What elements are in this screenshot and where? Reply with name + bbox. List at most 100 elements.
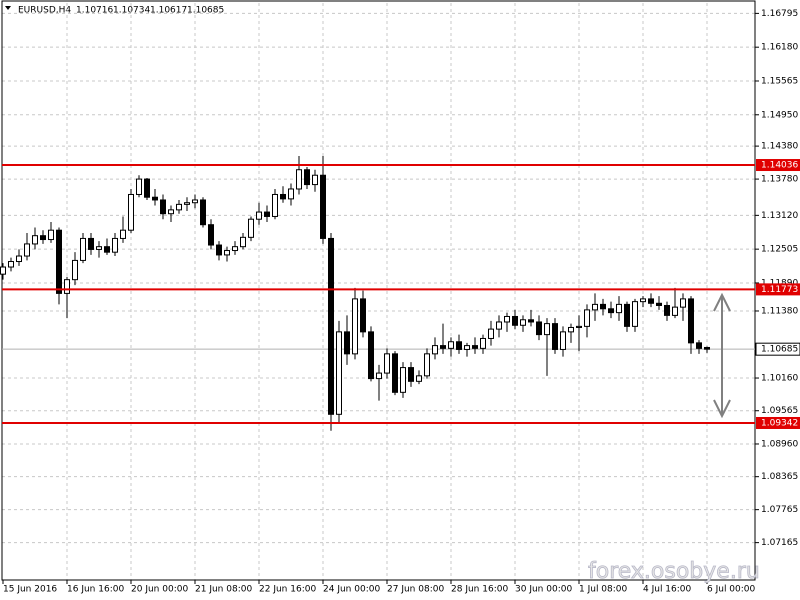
watermark: forex.osobye.ru bbox=[588, 559, 760, 584]
plot-frame bbox=[1, 0, 756, 581]
candle-body bbox=[376, 372, 382, 380]
y-tick-label: 1.07765 bbox=[761, 505, 798, 515]
header-close: 1.10685 bbox=[187, 6, 224, 16]
candle-body bbox=[440, 345, 446, 349]
candle-body bbox=[56, 229, 62, 294]
y-tick-label: 1.14950 bbox=[761, 110, 798, 120]
x-tick-label: 1 Jul 08:00 bbox=[579, 585, 628, 595]
candle-body bbox=[464, 345, 470, 350]
candle-body bbox=[384, 353, 390, 374]
range-arrow-head bbox=[713, 292, 731, 312]
x-tick-label: 15 Jun 2016 bbox=[3, 585, 57, 595]
candle-body bbox=[552, 323, 558, 350]
candle-body bbox=[16, 255, 22, 263]
y-tick-label: 1.13780 bbox=[761, 175, 798, 185]
candle-body bbox=[672, 306, 678, 316]
y-tick-label: 1.08960 bbox=[761, 439, 798, 449]
candle-body bbox=[472, 345, 478, 349]
candle-body bbox=[136, 178, 142, 195]
range-arrow-head bbox=[713, 399, 731, 419]
candle-body bbox=[600, 303, 606, 310]
y-tick-label: 1.14380 bbox=[761, 142, 798, 152]
level-label-box bbox=[756, 416, 800, 429]
candle-body bbox=[544, 323, 550, 336]
candle-body bbox=[512, 315, 518, 326]
candle-body bbox=[176, 203, 182, 211]
candle-body bbox=[192, 199, 198, 204]
candle-body bbox=[456, 341, 462, 350]
candle-body bbox=[392, 353, 398, 393]
x-tick-label: 30 Jun 00:00 bbox=[515, 585, 572, 595]
candle-body bbox=[520, 319, 526, 326]
candle-body bbox=[408, 367, 414, 382]
x-tick-label: 24 Jun 00:00 bbox=[323, 585, 380, 595]
candle-body bbox=[232, 246, 238, 252]
candle-body bbox=[424, 353, 430, 377]
candle-body bbox=[24, 243, 30, 257]
candle-body bbox=[304, 169, 310, 186]
candle-body bbox=[256, 211, 262, 220]
candle-body bbox=[80, 237, 86, 261]
candle-body bbox=[208, 224, 214, 246]
candle-body bbox=[696, 342, 702, 349]
candle-body bbox=[608, 308, 614, 314]
candle-body bbox=[320, 174, 326, 239]
header-open: 1.10716 bbox=[76, 6, 113, 16]
y-tick-label: 1.11380 bbox=[761, 306, 798, 316]
candle-body bbox=[680, 298, 686, 308]
candle-body bbox=[280, 193, 286, 200]
candle-body bbox=[352, 298, 358, 355]
candle-body bbox=[32, 235, 38, 245]
candle-body bbox=[64, 279, 70, 294]
candle-body bbox=[216, 244, 222, 256]
header-low: 1.10617 bbox=[150, 6, 187, 16]
candle-body bbox=[368, 331, 374, 380]
candle-body bbox=[0, 266, 6, 275]
candle-body bbox=[248, 218, 254, 238]
x-tick-label: 20 Jun 00:00 bbox=[131, 585, 188, 595]
candle-body bbox=[40, 235, 46, 241]
y-tick-label: 1.12505 bbox=[761, 245, 798, 255]
candle-body bbox=[592, 303, 598, 311]
candle-body bbox=[664, 304, 670, 316]
candle-body bbox=[120, 229, 126, 239]
candle-body bbox=[584, 309, 590, 327]
candle-body bbox=[536, 321, 542, 336]
candle-body bbox=[488, 328, 494, 339]
candle-body bbox=[648, 298, 654, 304]
candle-body bbox=[336, 331, 342, 415]
header-icon bbox=[5, 6, 11, 10]
x-tick-label: 28 Jun 16:00 bbox=[451, 585, 508, 595]
candle-body bbox=[480, 337, 486, 349]
y-tick-label: 1.08365 bbox=[761, 472, 798, 482]
candle-body bbox=[496, 321, 502, 330]
candle-body bbox=[88, 237, 94, 250]
x-tick-label: 27 Jun 08:00 bbox=[387, 585, 444, 595]
candle-body bbox=[360, 298, 366, 333]
candle-body bbox=[448, 341, 454, 349]
x-tick-label: 4 Jul 16:00 bbox=[643, 585, 692, 595]
x-tick-label: 6 Jul 00:00 bbox=[707, 585, 756, 595]
candle-body bbox=[104, 246, 110, 253]
candle-body bbox=[624, 303, 630, 327]
y-tick-label: 1.09565 bbox=[761, 406, 798, 416]
candle-body bbox=[344, 331, 350, 355]
candle-body bbox=[48, 229, 54, 241]
candle-body bbox=[576, 325, 582, 328]
candle-body bbox=[160, 199, 166, 215]
level-label: 1.11773 bbox=[761, 285, 798, 295]
level-label: 1.09342 bbox=[761, 418, 798, 428]
candle-body bbox=[616, 303, 622, 314]
candle-body bbox=[224, 250, 230, 256]
y-tick-label: 1.10160 bbox=[761, 374, 798, 384]
candle-body bbox=[264, 211, 270, 217]
candle-body bbox=[168, 209, 174, 215]
candle-body bbox=[400, 367, 406, 393]
candle-body bbox=[288, 188, 294, 200]
candle-body bbox=[632, 301, 638, 327]
candle-body bbox=[128, 193, 134, 231]
candle-body bbox=[96, 246, 102, 250]
y-tick-label: 1.13120 bbox=[761, 211, 798, 221]
candle-body bbox=[416, 375, 422, 382]
x-tick-label: 22 Jun 16:00 bbox=[259, 585, 316, 595]
